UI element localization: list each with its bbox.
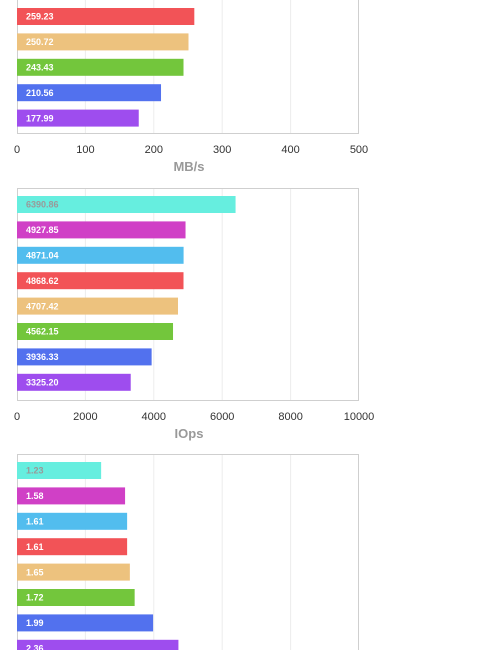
bar [17,196,236,213]
bar-value-label: 1.61 [26,542,44,552]
x-tick-label: 300 [213,144,231,156]
bar-value-label: 4927.85 [26,225,59,235]
bar-value-label: 2.36 [26,644,44,650]
x-tick-label: 10000 [344,411,375,423]
x-tick-label: 100 [76,144,94,156]
bar-value-label: 1.72 [26,593,44,603]
bar-value-label: 210.56 [26,88,54,98]
bar-value-label: 4562.15 [26,327,59,337]
bar [17,272,184,290]
bar-value-label: 177.99 [26,113,54,123]
bar [17,221,186,239]
x-tick-label: 500 [350,144,368,156]
bar [17,373,131,391]
x-tick-label: 8000 [278,411,302,423]
bar-value-label: 1.23 [26,466,44,476]
bar-value-label: 4707.42 [26,301,59,311]
bar [17,323,174,340]
bar-value-label: 259.23 [26,12,54,22]
bar [17,58,184,76]
bar [17,462,102,479]
x-axis-title: MB/s [173,159,204,174]
bar-value-label: 1.99 [26,618,44,628]
bar [17,109,139,127]
x-tick-label: 0 [14,144,20,156]
x-tick-label: 4000 [142,411,166,423]
bar-value-label: 4871.04 [26,251,59,261]
bar [17,538,128,556]
bar [17,563,130,581]
bar [17,639,179,650]
bar-value-label: 3936.33 [26,352,59,362]
bar-value-label: 1.61 [26,517,44,527]
bar [17,487,126,505]
bar-value-label: 4868.62 [26,276,59,286]
x-tick-label: 2000 [73,411,97,423]
bar-value-label: 3325.20 [26,378,59,388]
bar [17,33,189,51]
x-tick-label: 6000 [210,411,234,423]
bar [17,348,152,366]
bar-value-label: 243.43 [26,63,54,73]
bar-value-label: 6390.86 [26,200,59,210]
bar-value-label: 250.72 [26,37,54,47]
bar [17,84,162,102]
bar [17,246,184,264]
x-tick-label: 200 [145,144,163,156]
bar [17,589,135,606]
chart-2: 6390.86 4927.85 4871.04 4868.62 4707.42 4562.… [14,188,374,441]
x-tick-label: 400 [281,144,299,156]
x-tick-label: 0 [14,411,20,423]
bar [17,512,128,530]
x-axis-title: IOps [175,426,204,441]
bar [17,297,178,315]
bar-value-label: 1.65 [26,567,44,577]
bar [17,614,154,632]
chart-3: 1.23 1.58 1.61 1.61 1.65 1.72 1.99 2.36 [17,454,359,650]
chart-1: 259.23 250.72 243.43 210.56 177.99 0 100 200 300… [14,0,368,174]
plot-frame [17,188,359,401]
bar [17,8,195,25]
bar-value-label: 1.58 [26,491,44,501]
